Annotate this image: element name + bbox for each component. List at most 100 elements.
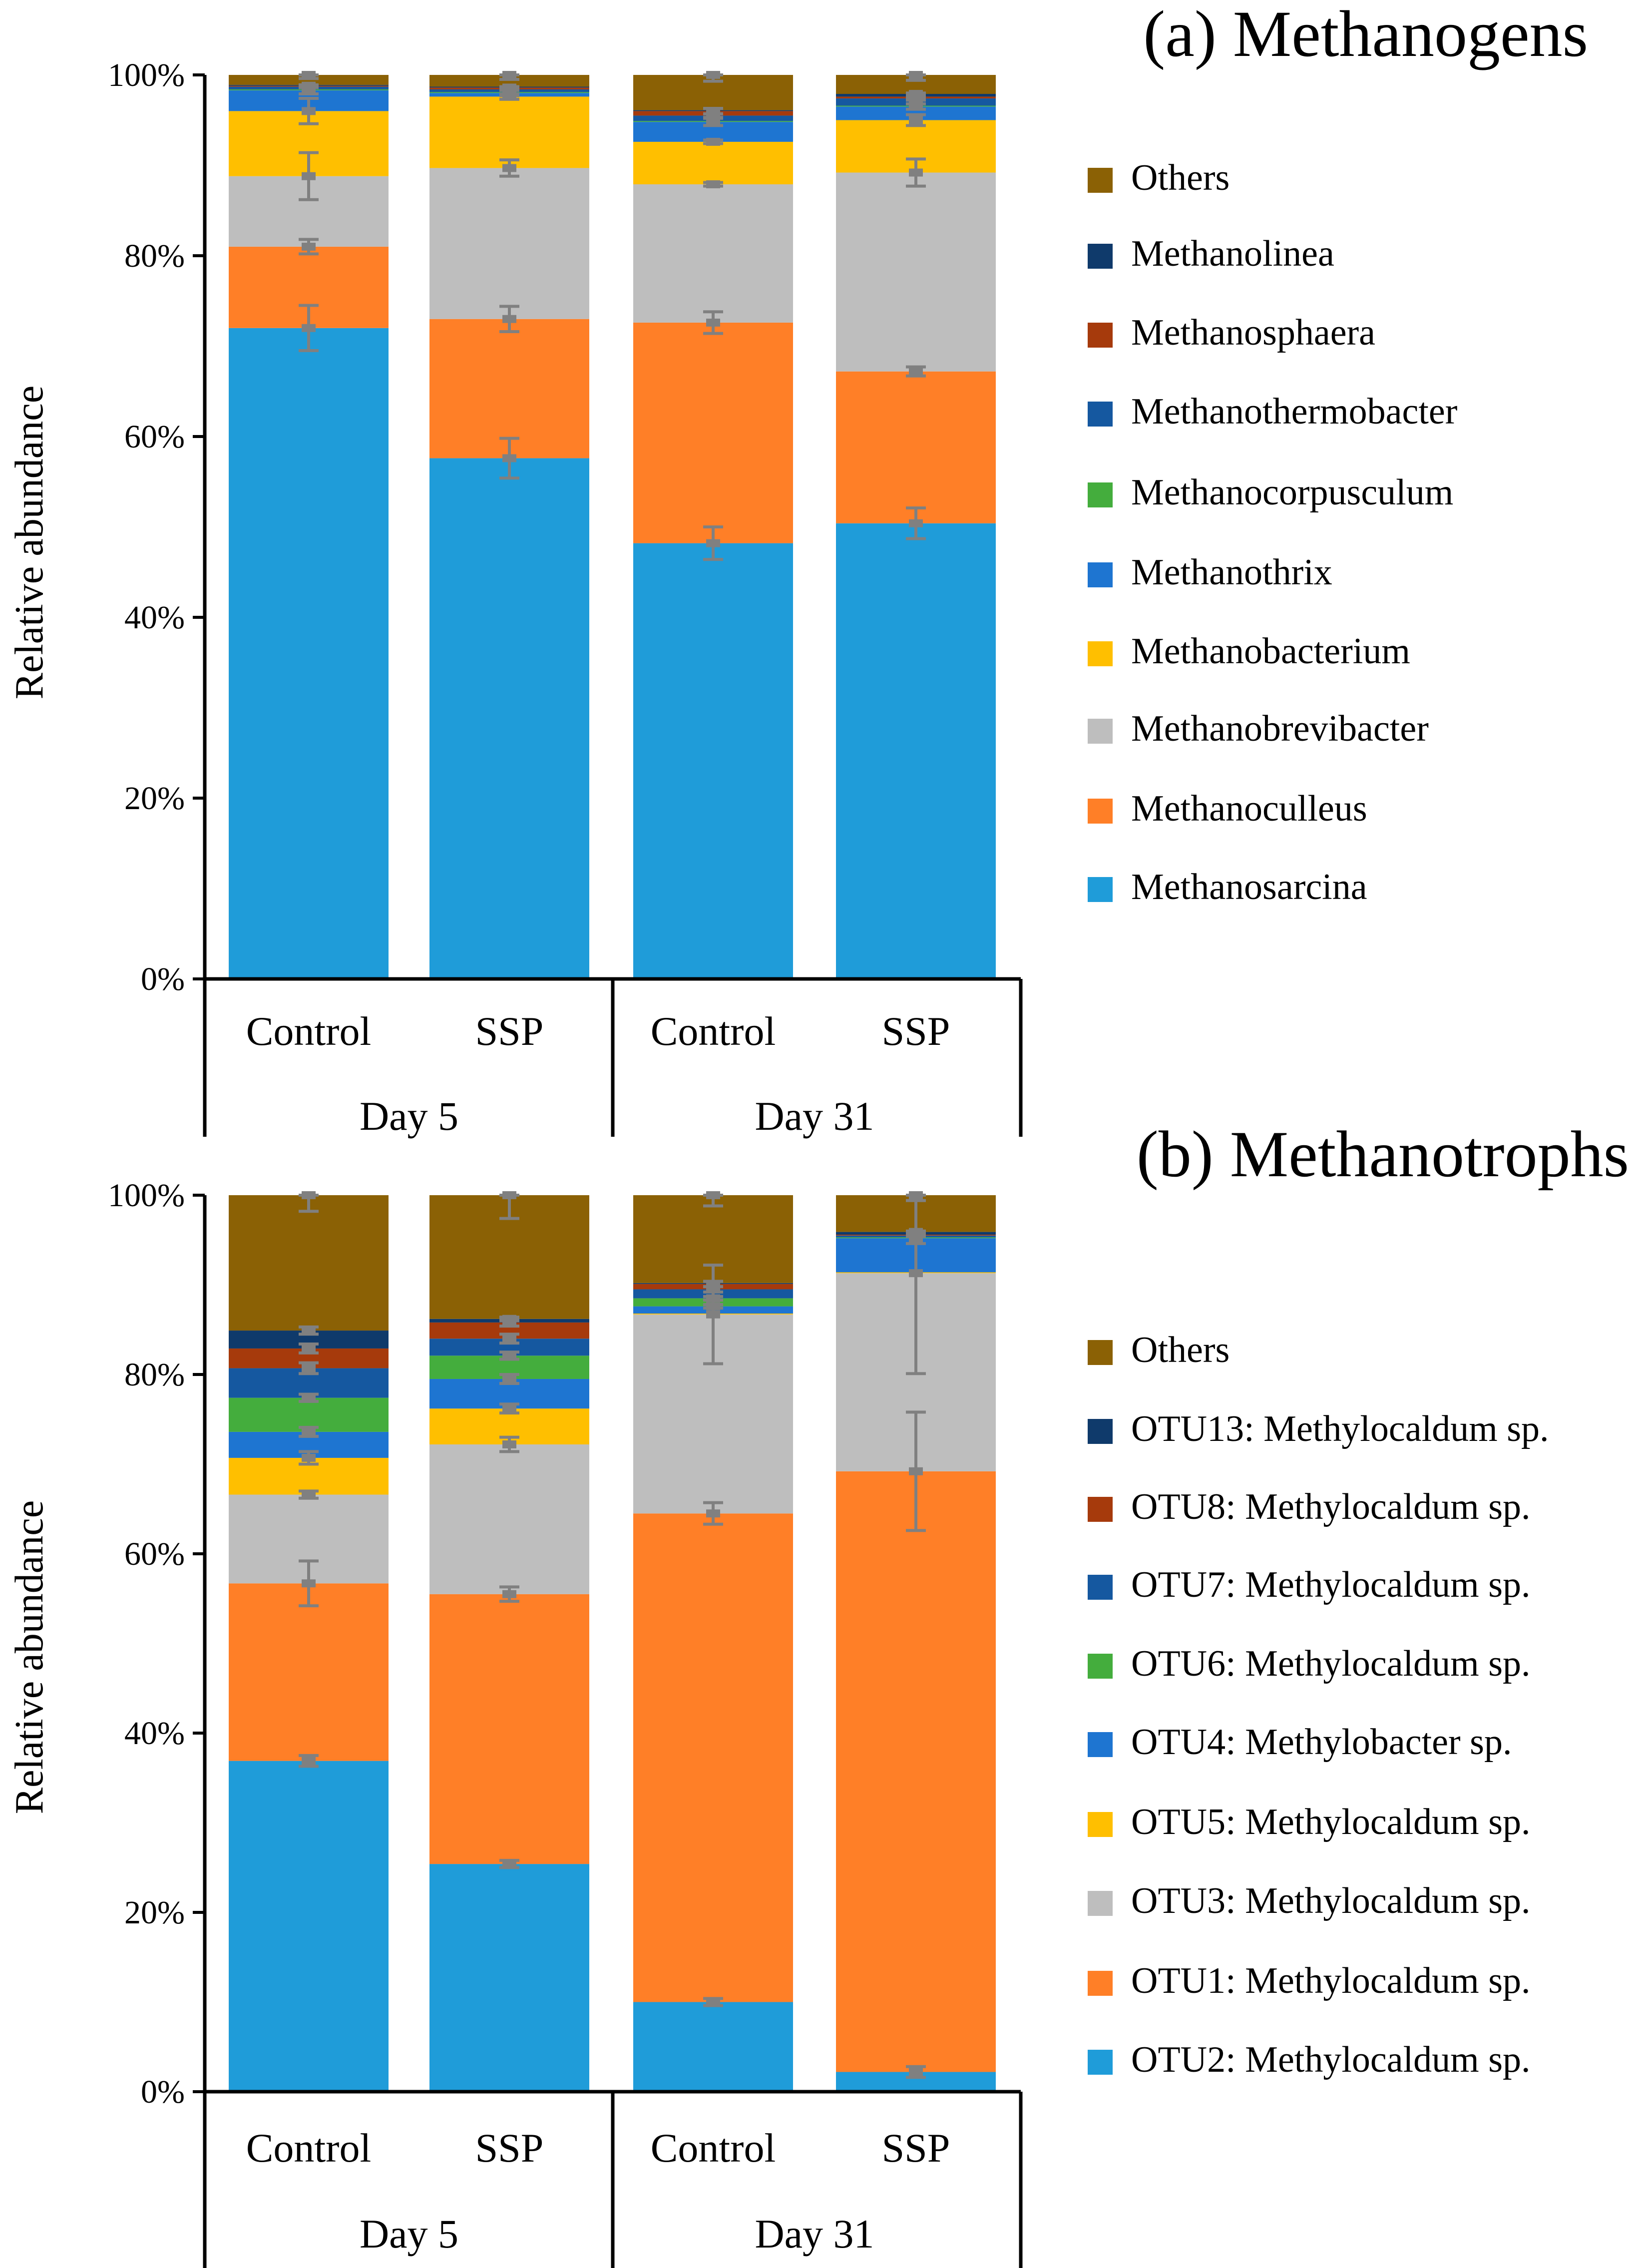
error-bar [499,1858,519,1869]
legend-label: Methanobacterium [1131,631,1410,672]
legend-swatch [1088,877,1113,902]
x-tick-label: SSP [475,1008,544,1054]
legend-label: OTU7: Methylocaldum sp. [1131,1564,1531,1605]
legend-swatch [1088,1419,1113,1444]
legend-item: Methanobacterium [1088,631,1410,672]
x-tick-label: Control [651,2125,776,2171]
y-tick-label: 100% [108,57,185,93]
error-bar [299,238,319,256]
y-axis-label: Relative abundance [7,1500,51,1814]
legend-swatch [1088,799,1113,824]
error-bar [299,1754,319,1768]
bar-stack [836,1191,996,2092]
x-tick-label: Control [246,2125,372,2171]
bar-stacks [229,1191,996,2092]
legend-label: Methanocorpusculum [1131,472,1453,513]
legend-label: Methanoculleus [1131,788,1367,829]
group-label: Day 5 [360,1093,458,1139]
error-bar [906,2065,926,2079]
error-bar [703,106,723,115]
legend-item: Methanosphaera [1088,312,1375,353]
error-bar [906,90,926,98]
legend-label: Methanolinea [1131,233,1334,274]
legend-label: Others [1131,1330,1229,1370]
legend-item: OTU6: Methylocaldum sp. [1088,1643,1531,1684]
bar-segment [229,1195,389,1331]
legend-label: OTU3: Methylocaldum sp. [1131,1880,1531,1921]
panel-methanotrophs: (b) Methanotrophs Relative abundance 0% 2… [7,1117,1629,2268]
error-bar [499,1585,519,1603]
bar-segment [429,1864,589,2092]
y-tick-label: 0% [141,961,185,997]
error-bar [299,304,319,353]
legend: Others Methanolinea Methanosphaera Methanot… [1088,157,1457,907]
legend-item: Methanobrevibacter [1088,708,1429,749]
x-tick-label: Control [651,1008,776,1054]
panel-methanogens: (a) Methanogens Relative abundance 0% 20%… [7,0,1588,1139]
bar-stack [429,71,589,979]
error-bar [299,81,319,90]
y-tick-label: 0% [141,2074,185,2110]
legend-item: Methanothermobacter [1088,391,1457,432]
chart-title: (b) Methanotrophs [1137,1117,1629,1191]
legend-item: Methanothrix [1088,552,1332,593]
bar-segment [429,168,589,319]
legend-item: Others [1088,1330,1229,1370]
bar-segment [429,1594,589,1864]
error-bar [499,437,519,480]
y-tick-label: 40% [124,1715,185,1752]
legend-swatch [1088,244,1113,269]
legend-item: OTU4: Methylobacter sp. [1088,1722,1512,1763]
legend-swatch [1088,562,1113,587]
error-bar [703,71,723,83]
legend-item: Methanosarcina [1088,867,1367,907]
error-bar [299,1325,319,1336]
error-bar [299,1191,319,1213]
error-bar [703,310,723,335]
error-bar [499,71,519,81]
bar-segment [836,523,996,979]
bar-segment [633,322,793,543]
legend-swatch [1088,323,1113,348]
y-axis: 0% 20% 40% 60% 80% 100% [108,57,207,997]
chart-title: (a) Methanogens [1143,0,1588,70]
legend-item: Others [1088,157,1229,198]
bar-segment [429,96,589,168]
error-bar [906,365,926,378]
legend-label: Methanothrix [1131,552,1332,593]
error-bar [906,1228,926,1236]
bar-stacks [229,71,996,979]
error-bar [499,1351,519,1361]
legend-label: Methanobrevibacter [1131,708,1429,749]
y-tick-label: 20% [124,780,185,817]
legend-item: OTU7: Methylocaldum sp. [1088,1564,1531,1605]
legend-item: OTU8: Methylocaldum sp. [1088,1486,1531,1527]
error-bar [499,1191,519,1220]
error-bar [299,97,319,125]
error-bar [499,1435,519,1453]
bar-stack [633,71,793,979]
error-bar [499,83,519,92]
y-tick-label: 40% [124,599,185,636]
legend-label: OTU4: Methylobacter sp. [1131,1722,1512,1763]
y-tick-label: 60% [124,419,185,455]
bar-segment [429,319,589,458]
bar-stack [836,71,996,979]
error-bar [499,1373,519,1385]
y-tick-label: 20% [124,1894,185,1931]
legend-swatch [1088,1654,1113,1679]
legend-swatch [1088,402,1113,427]
error-bar [499,1402,519,1415]
bar-segment [633,141,793,185]
x-tick-label: Control [246,1008,372,1054]
error-bar [703,180,723,189]
bar-segment [633,543,793,979]
y-axis: 0% 20% 40% 60% 80% 100% [108,1177,207,2110]
error-bar [703,1294,723,1303]
legend-item: Methanocorpusculum [1088,472,1453,513]
error-bar [299,1425,319,1438]
bar-segment [633,1513,793,2002]
error-bar [906,1410,926,1532]
error-bar [703,1302,723,1311]
legend-label: Methanosphaera [1131,312,1375,353]
